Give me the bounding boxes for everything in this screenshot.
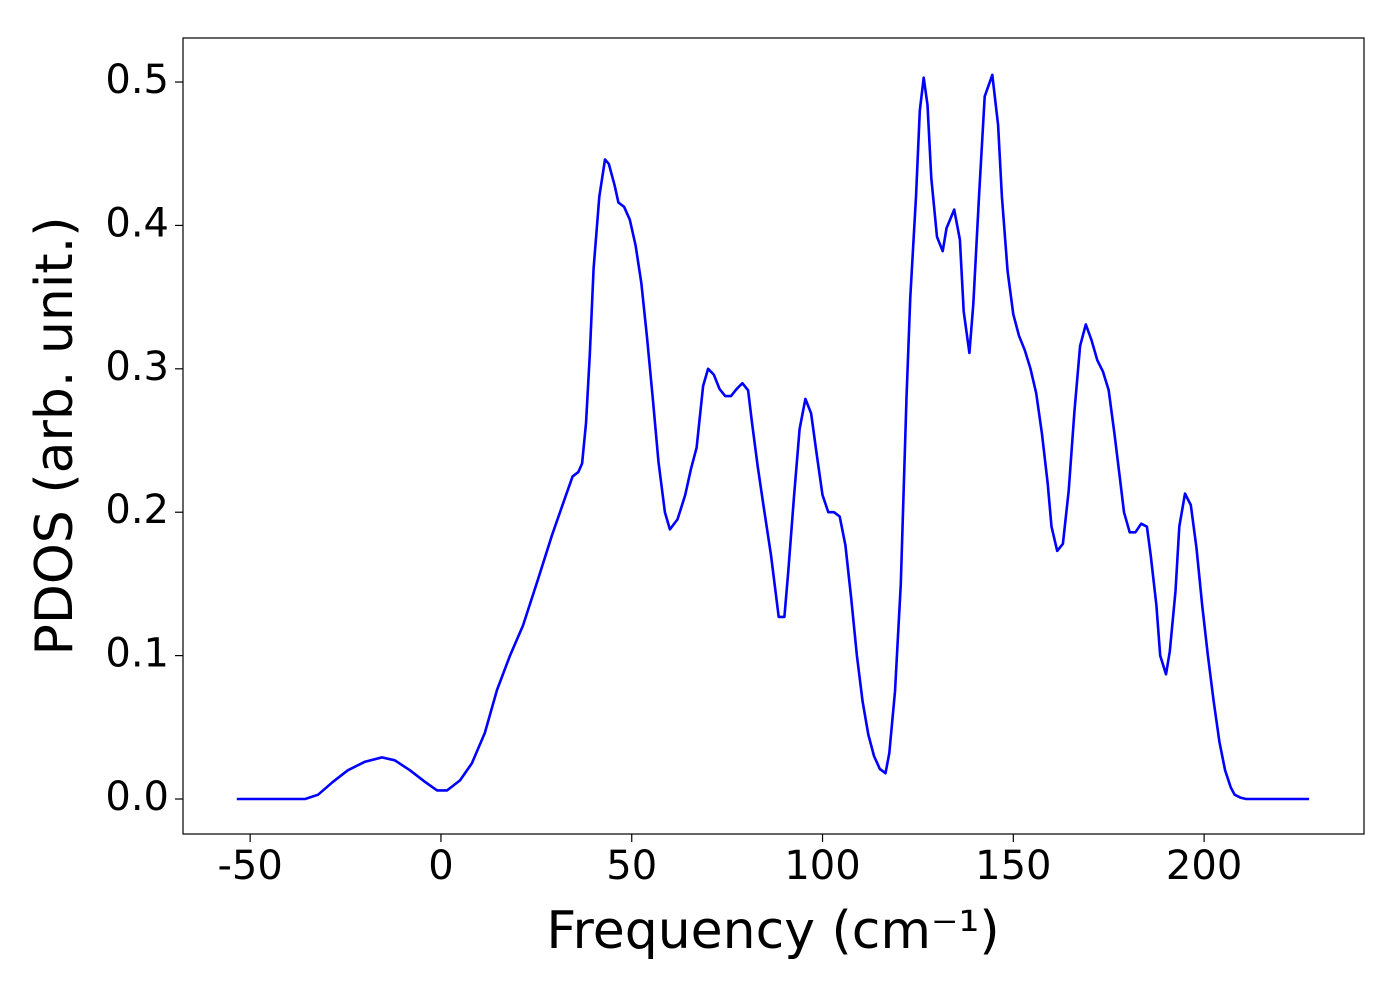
y-axis-label: PDOS (arb. unit.) (25, 216, 85, 655)
y-tick-label: 0.5 (105, 57, 169, 103)
x-tick-label: 50 (606, 843, 657, 889)
y-tick-label: 0.1 (105, 631, 169, 677)
x-tick-label: 150 (975, 843, 1051, 889)
x-tick-label: 200 (1166, 843, 1242, 889)
y-tick-label: 0.2 (105, 487, 169, 533)
x-tick-label: 100 (784, 843, 860, 889)
plot-frame (182, 37, 1365, 835)
x-tick-label: 0 (428, 843, 453, 889)
y-tick-label: 0.4 (105, 200, 169, 246)
data-line (236, 73, 1310, 801)
x-axis-label: Frequency (cm⁻¹) (546, 901, 999, 961)
y-tick-label: 0.3 (105, 344, 169, 390)
y-tick-label: 0.0 (105, 774, 169, 820)
x-tick-label: -50 (217, 843, 282, 889)
